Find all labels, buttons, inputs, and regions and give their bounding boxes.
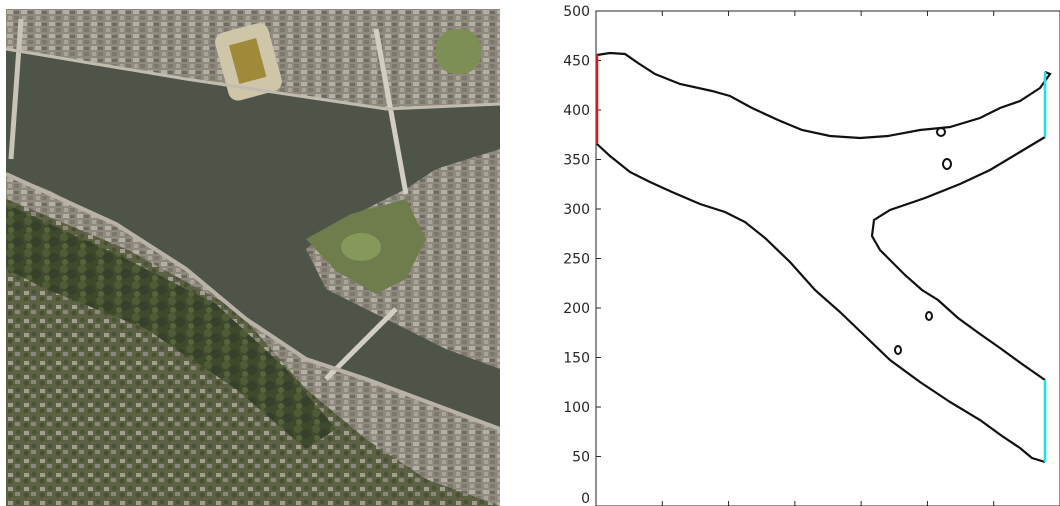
aerial-north-road bbox=[6, 47, 500, 111]
aerial-bridge-south bbox=[324, 307, 398, 381]
aerial-bridge-west bbox=[8, 18, 24, 160]
y-tick-label: 250 bbox=[563, 252, 590, 268]
y-tick-label: 0 bbox=[581, 491, 590, 506]
lower-boundary-curve bbox=[596, 143, 1046, 464]
inner-fork-curve bbox=[870, 136, 1046, 381]
aerial-park-lawn bbox=[341, 233, 381, 261]
y-tick-label: 300 bbox=[563, 202, 590, 218]
y-tick-label: 450 bbox=[563, 54, 590, 70]
y-tick-label: 100 bbox=[563, 400, 590, 416]
island-1 bbox=[936, 127, 946, 137]
plot-frame bbox=[595, 10, 1060, 506]
aerial-riverside-road bbox=[6, 172, 500, 431]
y-tick-label: 350 bbox=[563, 153, 590, 169]
aerial-stadium-field bbox=[229, 38, 267, 84]
aerial-bridge-north bbox=[373, 28, 409, 195]
island-4 bbox=[894, 345, 902, 355]
boundary-plot: 0 50 100 150 200 250 300 350 400 450 500 bbox=[563, 4, 1060, 506]
y-tick-label: 400 bbox=[563, 103, 590, 119]
aerial-forest-band bbox=[6, 204, 336, 449]
x-tick-marks bbox=[661, 11, 1060, 506]
y-tick-label: 200 bbox=[563, 301, 590, 317]
y-axis: 0 50 100 150 200 250 300 350 400 450 500 bbox=[563, 4, 601, 506]
y-tick-label: 50 bbox=[572, 450, 590, 466]
y-tick-label: 500 bbox=[563, 4, 590, 20]
aerial-ballpark bbox=[436, 29, 481, 74]
island-3 bbox=[925, 311, 933, 321]
upper-boundary-curve bbox=[596, 51, 1052, 140]
aerial-river bbox=[6, 49, 500, 429]
y-tick-label: 150 bbox=[563, 351, 590, 367]
aerial-photo bbox=[6, 9, 500, 506]
island-2 bbox=[942, 158, 952, 170]
